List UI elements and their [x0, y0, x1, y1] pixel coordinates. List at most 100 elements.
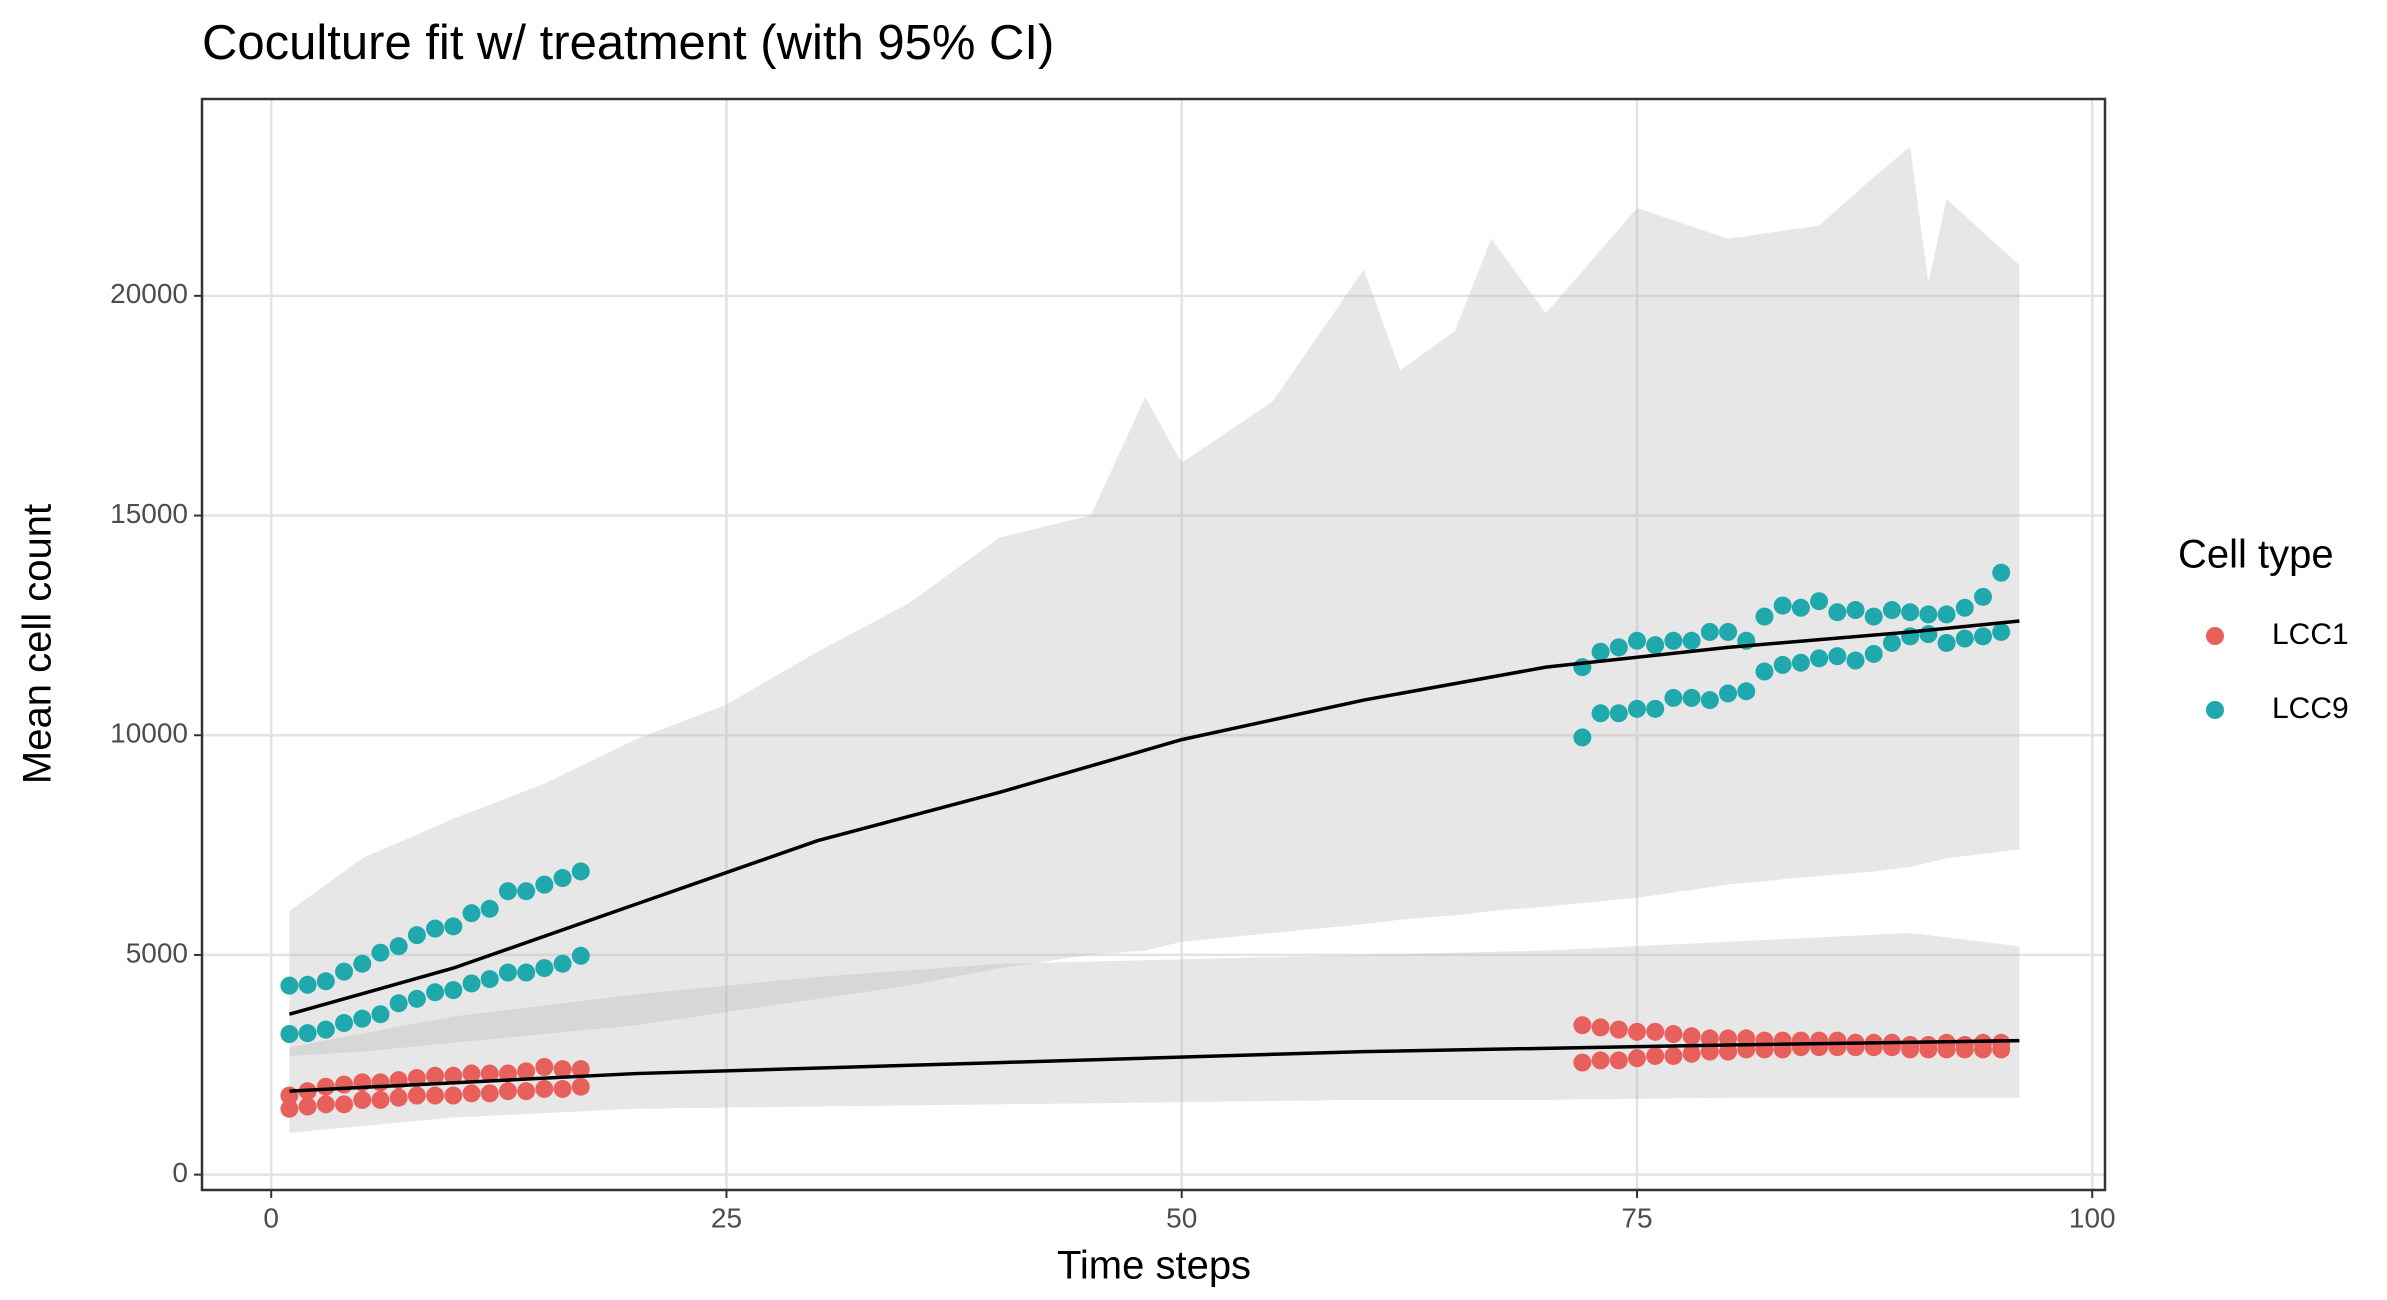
point: [1791, 598, 1810, 617]
point: [407, 1068, 426, 1087]
point: [1682, 688, 1701, 707]
point: [426, 983, 445, 1002]
point: [389, 937, 408, 956]
point: [1737, 682, 1756, 701]
point: [1937, 633, 1956, 652]
point: [462, 974, 481, 993]
point: [517, 1082, 536, 1101]
y-tick-label: 5000: [126, 937, 188, 968]
legend-title: Cell type: [2178, 533, 2334, 577]
point: [1955, 1040, 1974, 1059]
point: [316, 1077, 335, 1096]
point: [517, 882, 536, 901]
x-axis-title: Time steps: [1057, 1244, 1251, 1288]
point: [1828, 603, 1847, 622]
point: [316, 972, 335, 991]
point: [480, 970, 499, 989]
point: [335, 1014, 354, 1033]
point: [1882, 633, 1901, 652]
y-tick-label: 10000: [110, 718, 188, 749]
point: [1700, 1029, 1719, 1048]
point: [1627, 699, 1646, 718]
point: [535, 875, 554, 894]
y-axis-title: Mean cell count: [16, 504, 60, 784]
point: [1664, 688, 1683, 707]
point: [1627, 631, 1646, 650]
point: [1810, 1038, 1829, 1057]
point: [280, 1025, 299, 1044]
point: [1682, 1027, 1701, 1046]
point: [1609, 1051, 1628, 1070]
point: [371, 1005, 390, 1024]
point: [535, 1079, 554, 1098]
point: [426, 1086, 445, 1105]
point: [426, 1066, 445, 1085]
point: [1864, 644, 1883, 663]
point: [462, 1084, 481, 1103]
point: [1591, 1051, 1610, 1070]
point: [480, 899, 499, 918]
point: [1937, 1040, 1956, 1059]
point: [571, 1077, 590, 1096]
point: [1682, 1044, 1701, 1063]
point: [316, 1095, 335, 1114]
point: [1919, 605, 1938, 624]
point: [553, 954, 572, 973]
point: [498, 1082, 517, 1101]
point: [1810, 649, 1829, 668]
y-tick-label: 15000: [110, 498, 188, 529]
point: [389, 994, 408, 1013]
point: [335, 962, 354, 981]
point: [1864, 1038, 1883, 1057]
x-tick-label: 25: [711, 1202, 742, 1233]
point: [462, 904, 481, 923]
point: [1882, 601, 1901, 620]
point: [498, 963, 517, 982]
point: [353, 1090, 372, 1109]
point: [298, 1097, 317, 1116]
x-tick-label: 100: [2069, 1202, 2116, 1233]
legend-marker: [2206, 627, 2224, 645]
chart-title: Coculture fit w/ treatment (with 95% CI): [202, 16, 1054, 70]
point: [498, 882, 517, 901]
point: [316, 1020, 335, 1039]
point: [1627, 1022, 1646, 1041]
point: [1846, 651, 1865, 670]
point: [280, 1099, 299, 1118]
point: [1864, 607, 1883, 626]
point: [1846, 1038, 1865, 1057]
point: [353, 1009, 372, 1028]
point: [1700, 622, 1719, 641]
x-tick-label: 75: [1621, 1202, 1652, 1233]
point: [1773, 596, 1792, 615]
point: [1973, 627, 1992, 646]
point: [535, 959, 554, 978]
point: [1919, 1040, 1938, 1059]
point: [1937, 605, 1956, 624]
point: [480, 1064, 499, 1083]
point: [1973, 1040, 1992, 1059]
point: [1719, 684, 1738, 703]
point: [517, 1062, 536, 1081]
point: [1646, 1046, 1665, 1065]
point: [407, 1086, 426, 1105]
point: [1664, 631, 1683, 650]
point: [480, 1084, 499, 1103]
point: [535, 1057, 554, 1076]
point: [1646, 1022, 1665, 1041]
point: [1700, 691, 1719, 710]
legend-marker: [2206, 701, 2224, 719]
point: [1901, 1040, 1920, 1059]
point: [1591, 1018, 1610, 1037]
point: [1992, 1040, 2011, 1059]
point: [371, 1090, 390, 1109]
point: [1992, 563, 2011, 582]
x-tick-label: 0: [263, 1202, 279, 1233]
point: [1773, 655, 1792, 674]
point: [371, 943, 390, 962]
point: [1755, 662, 1774, 681]
point: [298, 975, 317, 994]
point: [1755, 607, 1774, 626]
point: [1609, 704, 1628, 723]
point: [444, 1066, 463, 1085]
